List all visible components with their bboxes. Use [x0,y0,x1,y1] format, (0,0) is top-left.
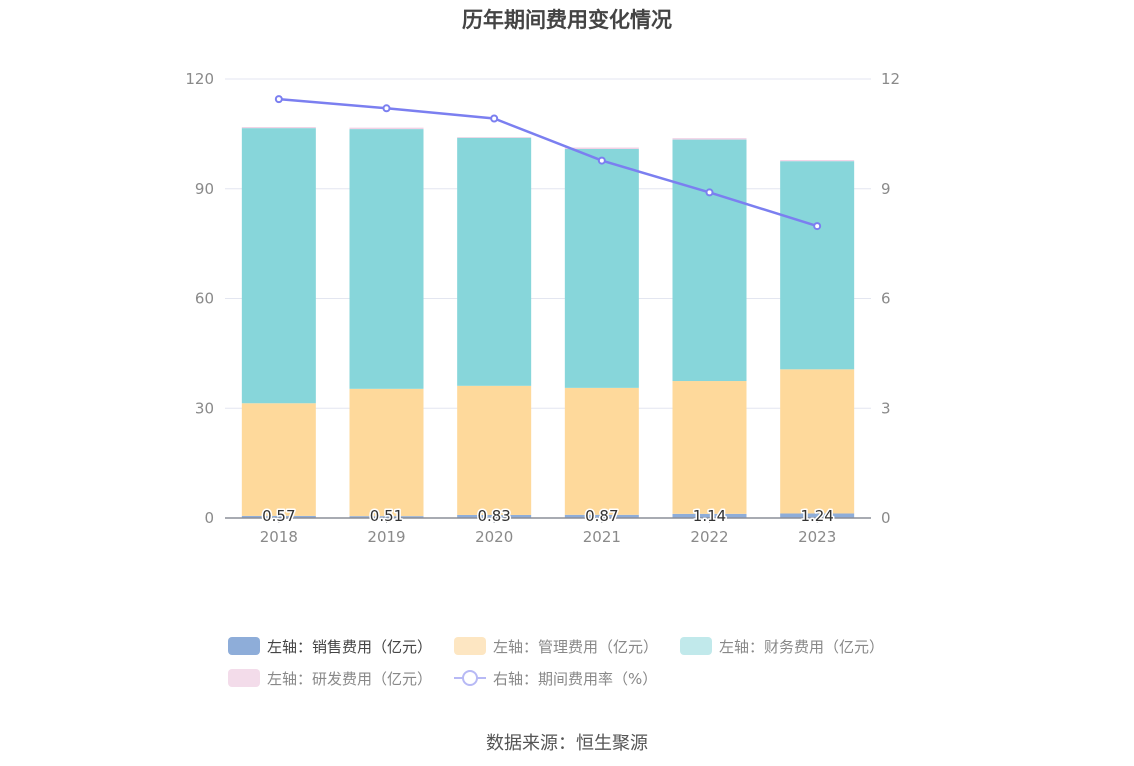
x-axis-tick-label: 2019 [367,528,405,546]
legend-label-rate: 右轴：期间费用率（%） [493,669,658,688]
bar-segment-0-2022 [672,513,747,518]
bar-segment-2-2020 [457,137,532,386]
bar-segment-1-2023 [780,369,855,514]
data-label-sales-2018: 0.57 [262,507,295,525]
x-axis-tick-label: 2018 [260,528,298,546]
line-point-rate-2018 [274,95,283,104]
bar-segment-3-2021 [564,147,639,149]
line-point-rate-2020 [490,114,499,123]
data-label-sales-2021: 0.87 [585,507,618,525]
line-point-rate-2021 [597,156,606,165]
data-label-sales-2023: 1.24 [800,507,833,525]
bar-segment-0-2019 [349,516,424,518]
right-axis-tick-label: 0 [881,509,891,527]
legend-item-admin[interactable]: 左轴：管理费用（亿元） [454,636,658,657]
bar-segment-2-2023 [780,161,855,370]
legend-label-finance: 左轴：财务费用（亿元） [719,637,885,656]
line-series-rate [278,97,818,228]
bar-segment-2-2022 [672,139,747,382]
legend-item-sales[interactable]: 左轴：销售费用（亿元） [228,636,432,657]
bar-segment-1-2020 [457,385,532,515]
data-label-sales-2022: 1.14 [693,507,726,525]
x-axis-tick-label: 2020 [475,528,513,546]
left-axis-tick-label: 60 [195,290,214,308]
x-axis-tick-label: 2021 [583,528,621,546]
legend-label-sales: 左轴：销售费用（亿元） [267,637,433,656]
bar-segment-0-2021 [564,514,639,518]
legend-item-finance[interactable]: 左轴：财务费用（亿元） [680,636,884,657]
bar-segment-1-2019 [349,388,424,517]
chart-area: 0 30 60 90 120 0 3 6 9 12 2018 2019 2020 2021 2022 2023… [185,70,900,546]
bar-segment-2-2018 [241,128,316,404]
line-point-rate-2019 [382,104,391,113]
x-axis-tick-label: 2023 [798,528,836,546]
left-axis-tick-label: 120 [185,70,214,88]
bar-segment-3-2018 [241,127,316,129]
chart-title: 历年期间费用变化情况 [462,8,672,32]
legend-item-rate[interactable]: 右轴：期间费用率（%） [454,668,657,689]
bar-segment-0-2023 [780,513,855,518]
legend-swatch-rnd [228,669,260,687]
data-label-sales-2019: 0.51 [370,507,403,525]
legend-swatch-finance [680,637,713,655]
right-axis-tick-label: 6 [881,290,891,308]
right-axis-tick-label: 9 [881,180,891,198]
bar-segment-2-2021 [564,148,639,388]
bar-segment-3-2020 [457,137,532,138]
legend-swatch-sales [228,637,260,655]
legend-label-rnd: 左轴：研发费用（亿元） [267,669,433,688]
bar-segment-3-2023 [780,160,855,162]
right-axis-tick-label: 3 [881,399,891,417]
left-axis-tick-label: 0 [204,509,214,527]
bar-segment-1-2018 [241,403,316,516]
legend: 左轴：销售费用（亿元） 左轴：管理费用（亿元） 左轴：财务费用（亿元） 左轴：研… [228,630,928,694]
line-point-rate-2022 [705,188,714,197]
legend-label-admin: 左轴：管理费用（亿元） [493,637,659,656]
bar-segment-0-2018 [241,515,316,518]
legend-item-rnd[interactable]: 左轴：研发费用（亿元） [228,668,432,689]
line-point-rate-2023 [813,222,822,231]
left-axis-tick-label: 90 [195,180,214,198]
bar-segment-1-2021 [564,387,639,515]
bar-segment-3-2022 [672,138,747,140]
legend-row-1: 左轴：销售费用（亿元） 左轴：管理费用（亿元） 左轴：财务费用（亿元） [228,630,928,662]
bar-segment-2-2019 [349,129,424,389]
bar-segment-3-2019 [349,127,424,130]
x-axis-tick-label: 2022 [690,528,728,546]
bar-segment-1-2022 [672,381,747,514]
right-axis-tick-label: 12 [881,70,900,88]
legend-swatch-admin [454,637,487,655]
source-text: 数据来源：恒生聚源 [486,733,648,754]
left-axis-tick-label: 30 [195,399,214,417]
bar-segment-0-2020 [457,514,532,518]
data-label-sales-2020: 0.83 [477,507,510,525]
legend-swatch-rate [454,669,487,687]
legend-row-2: 左轴：研发费用（亿元） 右轴：期间费用率（%） [228,662,928,694]
